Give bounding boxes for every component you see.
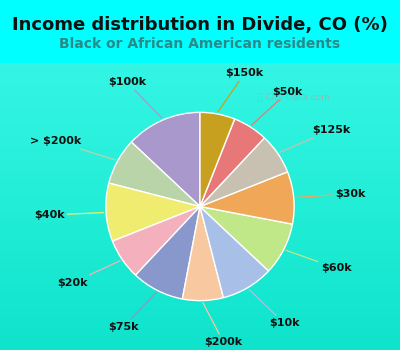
Text: $20k: $20k	[58, 261, 120, 288]
Text: $40k: $40k	[34, 210, 104, 220]
Wedge shape	[106, 183, 200, 241]
Text: $30k: $30k	[296, 189, 365, 199]
Text: $75k: $75k	[108, 292, 156, 332]
Text: Income distribution in Divide, CO (%): Income distribution in Divide, CO (%)	[12, 16, 388, 34]
Wedge shape	[136, 206, 200, 299]
Text: $50k: $50k	[252, 87, 303, 125]
Wedge shape	[200, 206, 292, 271]
Text: $125k: $125k	[280, 125, 350, 152]
Wedge shape	[200, 112, 235, 206]
Wedge shape	[200, 206, 269, 298]
Wedge shape	[131, 112, 200, 206]
Wedge shape	[200, 119, 264, 206]
Text: $100k: $100k	[108, 77, 162, 118]
Wedge shape	[112, 206, 200, 275]
Text: $150k: $150k	[218, 69, 264, 112]
Wedge shape	[109, 142, 200, 206]
Text: ⓘ City-Data.com: ⓘ City-Data.com	[258, 93, 330, 102]
Text: $10k: $10k	[249, 289, 300, 328]
Wedge shape	[182, 206, 224, 301]
Text: > $200k: > $200k	[30, 136, 116, 160]
Wedge shape	[200, 138, 288, 206]
Wedge shape	[200, 172, 294, 224]
Text: Black or African American residents: Black or African American residents	[60, 37, 340, 51]
Text: $200k: $200k	[203, 303, 242, 347]
Text: $60k: $60k	[286, 250, 351, 273]
